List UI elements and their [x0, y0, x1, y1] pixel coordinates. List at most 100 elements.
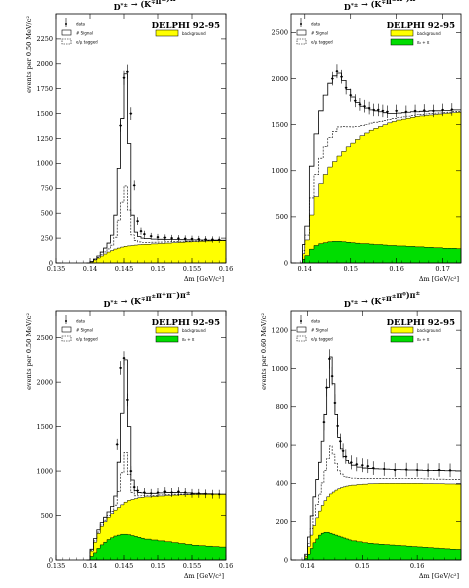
data-point	[122, 357, 126, 360]
data-point	[341, 449, 345, 452]
data-point	[437, 468, 441, 472]
data-point	[335, 70, 339, 73]
chart-title: D*± → (K∓π±)π±	[114, 0, 181, 12]
y-tick-label: 500	[41, 512, 53, 520]
y-axis-label: events per 0.50 MeV/c²	[25, 16, 33, 93]
data-point	[441, 108, 444, 112]
data-point	[150, 492, 153, 495]
y-tick-label: 1500	[36, 110, 53, 118]
data-point	[349, 94, 352, 97]
pion-contribution-area	[86, 533, 227, 561]
legend-background-label: background	[182, 328, 206, 333]
data-point	[170, 237, 173, 240]
y-tick-label: 200	[276, 518, 288, 526]
plot-frame	[290, 310, 462, 561]
legend-tagged-swatch	[61, 335, 72, 342]
data-point	[361, 464, 364, 467]
legend-other-label: π₀ + π	[417, 337, 430, 342]
data-point	[413, 109, 417, 112]
background-area	[300, 111, 462, 264]
data-point	[366, 465, 369, 468]
data-point	[139, 230, 143, 233]
data-point	[163, 490, 166, 493]
data-point	[163, 236, 166, 239]
data-point	[170, 491, 173, 494]
experiment-label: DELPHI 92-95	[152, 318, 220, 328]
x-tick-label: 0.155	[183, 562, 202, 570]
legend-tagged-swatch	[61, 38, 72, 45]
data-point	[331, 77, 334, 80]
data-point	[339, 440, 342, 443]
data-point	[133, 485, 136, 489]
data-point	[177, 490, 180, 493]
data-point	[143, 491, 146, 494]
y-tick-label: 800	[276, 403, 288, 411]
legend-tagged-swatch	[296, 335, 307, 342]
data-point	[345, 86, 348, 89]
data-point	[432, 109, 435, 112]
legend-background-swatch	[155, 326, 179, 334]
data-point	[211, 238, 214, 241]
data-point	[363, 105, 366, 108]
x-tick-label: 0.135	[47, 265, 66, 273]
tagged-line	[301, 445, 461, 561]
x-tick-label: 0.17	[435, 265, 449, 273]
y-tick-label: 1000	[36, 467, 53, 475]
data-point	[184, 237, 187, 240]
x-tick-label: 0.15	[355, 562, 369, 570]
x-tick-label: 0.135	[47, 562, 66, 570]
data-point	[405, 468, 408, 471]
y-tick-label: 1000	[36, 160, 53, 168]
y-tick-label: 1500	[36, 423, 53, 431]
data-point	[383, 467, 386, 471]
chart-panel-top-right: 0.14 0.15 0.16 0.17 0 500 1000 1500 2000 2500 D*± …	[271, 0, 462, 283]
data-point	[404, 110, 407, 113]
x-tick-label: 0.145	[115, 562, 134, 570]
y-axis-label: events per 0.60 MeV/c²	[260, 313, 268, 390]
data-point	[450, 108, 453, 111]
legend-data-label: data	[311, 319, 321, 324]
y-tick-label: 2500	[36, 334, 53, 342]
legend-tagged-label: e/μ tagged	[311, 337, 333, 342]
pion-contribution-area	[300, 241, 462, 264]
data-point	[129, 112, 132, 115]
x-tick-label: 0.16	[219, 265, 233, 273]
y-tick-label: 2250	[36, 35, 53, 43]
y-tick-label: 500	[276, 213, 288, 221]
data-point	[150, 235, 153, 238]
y-tick-label: 250	[41, 234, 53, 242]
data-point	[344, 455, 347, 458]
x-tick-label: 0.15	[343, 265, 357, 273]
data-point	[126, 70, 129, 73]
legend-signal-swatch	[61, 29, 72, 36]
chart-title: D*± → (K∓π±π⁰)π±	[344, 290, 421, 309]
y-tick-label: 2000	[36, 378, 53, 386]
data-point	[336, 424, 339, 428]
data-point	[197, 237, 200, 241]
legend-tagged-swatch	[296, 38, 307, 45]
data-point	[448, 469, 452, 472]
legend-background-label: background	[417, 328, 441, 333]
y-tick-label: 400	[276, 480, 288, 488]
experiment-label: DELPHI 92-95	[152, 21, 220, 31]
x-tick-label: 0.15	[151, 562, 165, 570]
legend-data-dot	[65, 320, 67, 322]
data-point	[386, 110, 389, 113]
legend-signal-swatch	[296, 326, 307, 333]
legend-background-swatch	[155, 29, 179, 37]
legend-data-dot	[300, 23, 302, 25]
data-point	[381, 109, 384, 112]
legend-data-dot	[300, 320, 302, 322]
data-point	[190, 237, 194, 240]
x-axis-label: Δm [GeV/c²]	[184, 572, 224, 580]
data-point	[211, 493, 214, 496]
data-point	[156, 236, 160, 239]
plot-frame	[55, 13, 227, 264]
data-point	[204, 492, 207, 495]
legend-data-dot	[65, 23, 67, 25]
data-point	[350, 461, 353, 464]
x-tick-label: 0.14	[83, 265, 97, 273]
x-tick-label: 0.14	[298, 265, 312, 273]
x-tick-label: 0.14	[300, 562, 314, 570]
